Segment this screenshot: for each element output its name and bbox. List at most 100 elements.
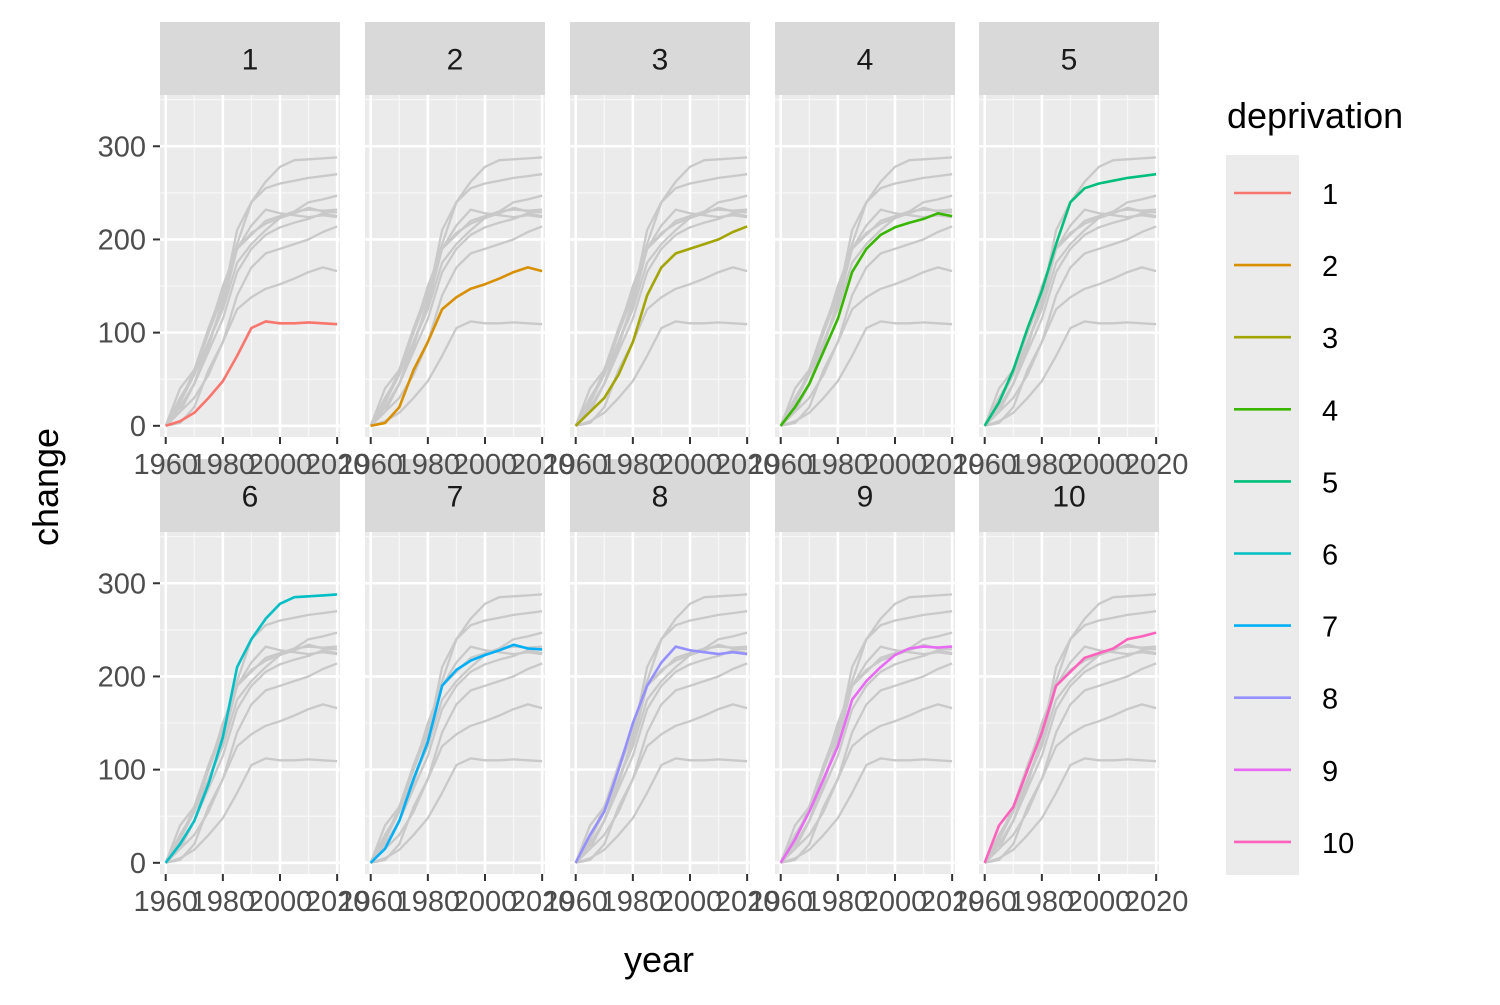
- facet-strip-label: 1: [242, 44, 259, 77]
- x-tick-label: 2020: [305, 886, 370, 918]
- panel-lines: [983, 156, 1157, 427]
- background-series-line: [370, 703, 543, 864]
- background-series-line: [779, 662, 953, 864]
- x-tick-label: 1960: [338, 449, 403, 481]
- legend-label-7: 7: [1322, 612, 1338, 644]
- panel-lines: [164, 156, 338, 428]
- facet-strip: [979, 459, 1159, 532]
- facet-panels: 1 2 3 4 5 6 7 8 9 10: [160, 22, 1159, 874]
- y-tick-label: 100: [98, 755, 146, 787]
- x-tick-label: 2020: [920, 449, 985, 481]
- series-line-3: [574, 225, 748, 427]
- y-tick-label: 200: [98, 661, 146, 693]
- facet-strip-label: 9: [857, 481, 874, 514]
- background-series-line: [165, 266, 338, 427]
- x-tick-label: 1960: [543, 449, 608, 481]
- background-series-line: [575, 757, 748, 864]
- x-tick-label: 1980: [806, 886, 871, 918]
- x-tick-label: 2020: [715, 886, 780, 918]
- background-series-line: [164, 631, 338, 864]
- x-tick-label: 2000: [1067, 449, 1132, 481]
- background-series-line: [369, 208, 543, 427]
- legend-label-5: 5: [1322, 467, 1338, 499]
- series-line-10: [983, 631, 1157, 864]
- x-tick-label: 2020: [1124, 886, 1189, 918]
- facet-strip-label: 5: [1061, 44, 1078, 77]
- panel-lines: [574, 156, 748, 427]
- facet-strip: [570, 22, 750, 95]
- background-series-line: [164, 208, 338, 427]
- background-series-line: [164, 206, 338, 427]
- x-tick-label: 1960: [952, 886, 1017, 918]
- x-tick-label: 1980: [396, 886, 461, 918]
- background-series-line: [984, 703, 1157, 864]
- gridlines: [160, 95, 340, 437]
- background-series-line: [574, 631, 748, 864]
- background-series-line: [369, 662, 543, 864]
- facet-panel-4: 4: [775, 22, 955, 437]
- gridlines: [775, 532, 955, 874]
- background-series-line: [779, 194, 953, 427]
- background-series-line: [779, 208, 953, 427]
- background-series-line: [983, 206, 1157, 427]
- background-series-line: [574, 206, 748, 427]
- y-tick-label: 200: [98, 224, 146, 256]
- legend-label-1: 1: [1322, 179, 1338, 211]
- y-tick-label: 300: [98, 568, 146, 600]
- background-series-line: [780, 757, 953, 864]
- background-series-line: [369, 645, 543, 864]
- x-tick-label: 2020: [1124, 449, 1189, 481]
- y-tick-label: 100: [98, 318, 146, 350]
- panel-lines: [369, 593, 543, 864]
- background-series-line: [164, 645, 338, 864]
- facet-panel-1: 1: [160, 22, 340, 437]
- facet-panel-7: 7: [365, 459, 545, 874]
- background-series-line: [574, 643, 748, 864]
- series-line-5: [983, 172, 1157, 427]
- y-tick-label: 0: [130, 411, 146, 443]
- x-tick-label: 2020: [305, 449, 370, 481]
- background-series-line: [370, 757, 543, 864]
- x-tick-label: 2020: [510, 449, 575, 481]
- axes: 1960198020002020010020030019601980200020…: [98, 131, 1189, 918]
- x-tick-label: 1960: [952, 449, 1017, 481]
- panel-lines: [779, 593, 953, 864]
- x-tick-label: 2020: [510, 886, 575, 918]
- panel-lines: [369, 156, 543, 428]
- facet-panel-5: 5: [979, 22, 1159, 437]
- x-tick-label: 2020: [920, 886, 985, 918]
- x-tick-label: 1980: [191, 886, 256, 918]
- y-tick-label: 300: [98, 131, 146, 163]
- series-line-2: [370, 266, 543, 428]
- background-series-line: [983, 208, 1157, 427]
- background-series-line: [575, 320, 748, 427]
- background-series-line: [984, 320, 1157, 427]
- x-tick-label: 2000: [453, 886, 518, 918]
- background-series-line: [780, 703, 953, 864]
- background-series-line: [779, 631, 953, 864]
- background-series-line: [983, 645, 1157, 864]
- background-series-line: [983, 643, 1157, 864]
- facet-strip-label: 8: [652, 481, 669, 514]
- facet-strip-label: 2: [447, 44, 464, 77]
- x-tick-label: 1980: [1010, 886, 1075, 918]
- facet-panel-8: 8: [570, 459, 750, 874]
- background-series-line: [369, 206, 543, 427]
- series-line-4: [779, 212, 953, 427]
- facet-panel-9: 9: [775, 459, 955, 874]
- background-series-line: [779, 643, 953, 864]
- x-tick-label: 2020: [715, 449, 780, 481]
- x-tick-label: 2000: [1067, 886, 1132, 918]
- x-tick-label: 1980: [396, 449, 461, 481]
- legend: deprivation 1 2 3 4 5 6 7 8 9 10: [1226, 95, 1403, 875]
- series-line-7: [369, 643, 543, 864]
- x-tick-label: 1960: [133, 449, 198, 481]
- gridlines: [979, 532, 1159, 874]
- facet-strip: [365, 22, 545, 95]
- background-series-line: [165, 703, 338, 864]
- background-series-line: [164, 662, 338, 864]
- facet-panel-3: 3: [570, 22, 750, 437]
- x-tick-label: 1960: [133, 886, 198, 918]
- legend-label-8: 8: [1322, 684, 1338, 716]
- series-line-1: [165, 320, 338, 428]
